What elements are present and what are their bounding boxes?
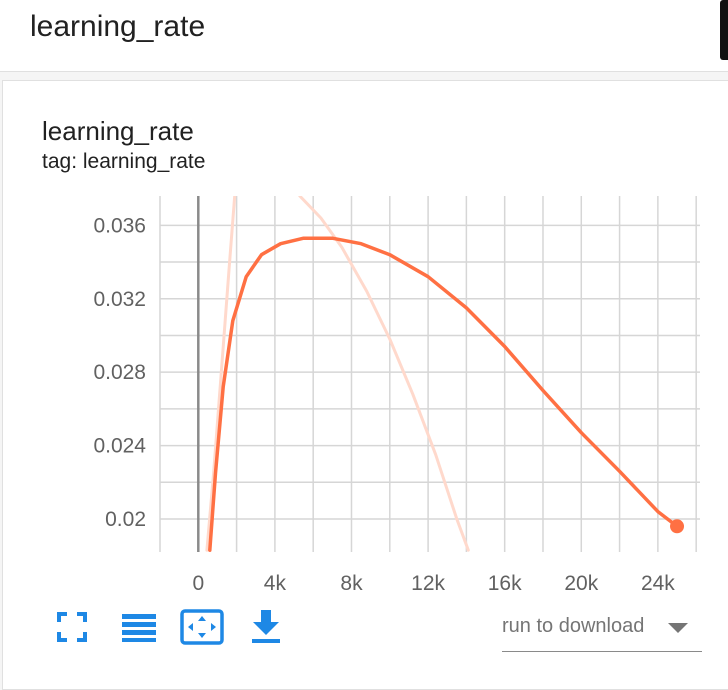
- y-tick-label: 0.024: [93, 435, 146, 458]
- y-tick-label: 0.02: [105, 508, 146, 531]
- page-title: learning_rate: [30, 10, 206, 43]
- series-line-raw: [298, 196, 470, 552]
- download-button[interactable]: [246, 606, 286, 648]
- x-tick-label: 16k: [488, 572, 522, 595]
- chart-tag: tag: learning_rate: [42, 150, 206, 173]
- page-header: learning_rate: [0, 0, 728, 72]
- sidebar-handle[interactable]: [720, 0, 728, 60]
- fit-domain-button[interactable]: [178, 606, 226, 648]
- x-tick-label: 0: [192, 572, 204, 595]
- fit-domain-icon: [180, 609, 224, 645]
- toggle-data-table-button[interactable]: [118, 606, 160, 648]
- download-icon: [252, 610, 280, 643]
- series-line-smoothed: [208, 236, 679, 552]
- series-end-marker: [670, 519, 685, 534]
- y-tick-label: 0.032: [93, 288, 146, 311]
- line-chart[interactable]: 0.02 0.024 0.028 0.032 0.036 0 4k 8k 12k 16k 20k 24…: [0, 0, 728, 674]
- chart-card: [2, 80, 728, 690]
- data-table-icon: [122, 614, 156, 642]
- x-tick-label: 4k: [264, 572, 287, 595]
- series-line-raw: [205, 196, 237, 552]
- y-tick-label: 0.028: [93, 361, 146, 384]
- chevron-down-icon: [668, 623, 688, 633]
- chart-title: learning_rate: [42, 116, 194, 146]
- fullscreen-button[interactable]: [52, 606, 92, 648]
- run-download-select[interactable]: run to download: [502, 610, 702, 652]
- x-tick-label: 20k: [564, 572, 598, 595]
- y-tick-label: 0.036: [93, 214, 146, 237]
- x-tick-label: 24k: [641, 572, 675, 595]
- x-tick-label: 12k: [411, 572, 445, 595]
- run-select-value: run to download: [502, 615, 645, 637]
- fullscreen-icon: [57, 612, 87, 642]
- x-tick-label: 8k: [340, 572, 363, 595]
